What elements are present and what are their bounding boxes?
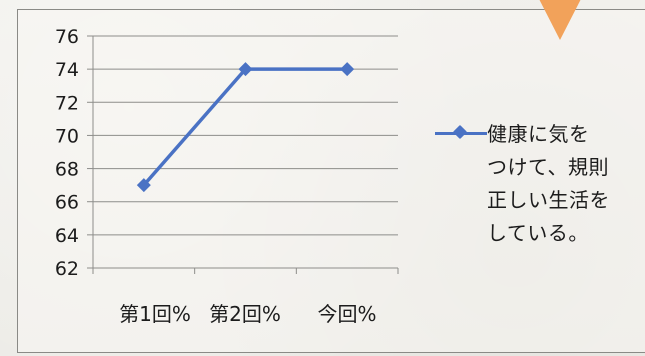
y-tick-label: 76: [55, 26, 79, 48]
y-tick-label: 74: [55, 59, 79, 81]
chart-frame: [17, 9, 645, 353]
data-point: [340, 62, 355, 77]
legend: 健康に気を つけて、規則 正しい生活を している。: [435, 118, 640, 250]
y-tick-label: 62: [55, 258, 79, 280]
corner-decoration: [515, 0, 605, 42]
orange-triangle-decoration: [515, 0, 605, 40]
legend-diamond-icon: [452, 124, 468, 140]
legend-label: 健康に気を つけて、規則 正しい生活を している。: [487, 122, 610, 245]
data-point: [136, 178, 151, 193]
data-point: [238, 62, 253, 77]
legend-marker: [435, 118, 487, 148]
y-tick-label: 68: [55, 159, 79, 181]
x-tick-label: 今回%: [317, 302, 376, 326]
series-line: [142, 67, 348, 187]
x-tick-label: 第1回%: [119, 302, 191, 326]
y-tick-label: 72: [55, 92, 79, 114]
x-tick-label: 第2回%: [209, 302, 281, 326]
y-tick-label: 70: [55, 125, 79, 147]
y-tick-label: 66: [55, 192, 79, 214]
y-tick-label: 64: [55, 225, 79, 247]
